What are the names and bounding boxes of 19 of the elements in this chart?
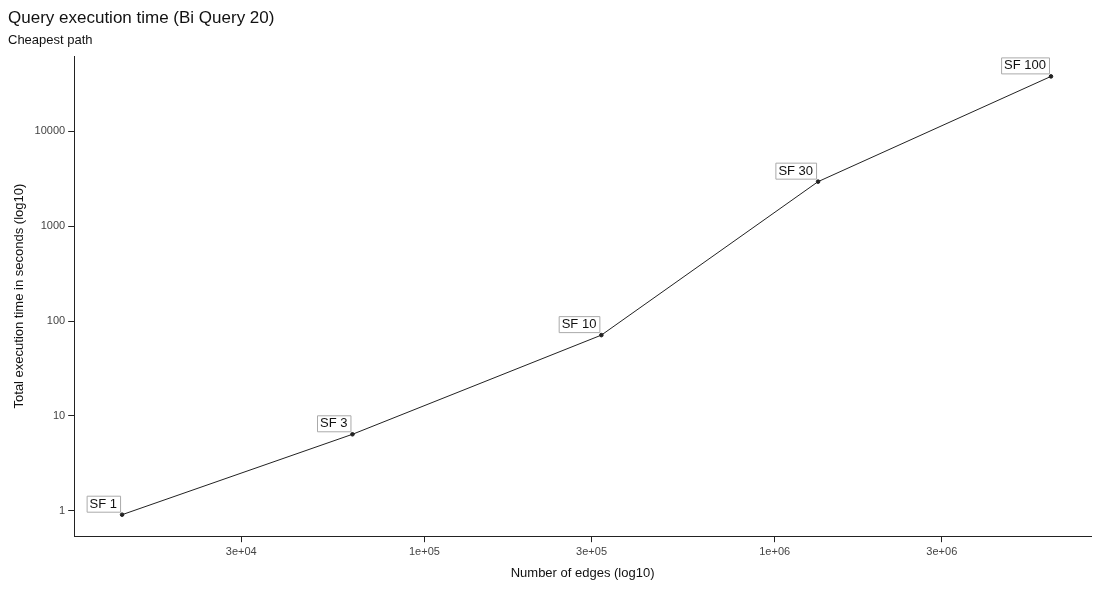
annotation: SF 3 (320, 415, 348, 431)
annotation: SF 100 (1004, 57, 1046, 73)
y-tick-label: 100 (46, 314, 66, 327)
annotation: SF 30 (778, 162, 814, 178)
y-tick-label: 10000 (34, 124, 66, 137)
x-tick-label: 3e+05 (576, 544, 608, 557)
chart-subtitle: Cheapest path (8, 31, 93, 47)
x-tick-label: 1e+06 (759, 544, 791, 557)
y-axis-title: Total execution time in seconds (log10) (11, 183, 27, 409)
chart-title: Query execution time (Bi Query 20) (8, 7, 275, 27)
x-axis-title: Number of edges (log10) (510, 564, 655, 580)
x-tick-label: 1e+05 (408, 544, 440, 557)
x-tick-label: 3e+06 (926, 544, 958, 557)
y-tick-label: 10 (52, 408, 66, 421)
annotation: SF 1 (89, 495, 118, 511)
x-tick-label: 3e+04 (225, 544, 257, 557)
annotation: SF 10 (561, 316, 597, 332)
y-tick-label: 1 (59, 503, 66, 516)
y-tick-label: 1000 (40, 219, 66, 232)
